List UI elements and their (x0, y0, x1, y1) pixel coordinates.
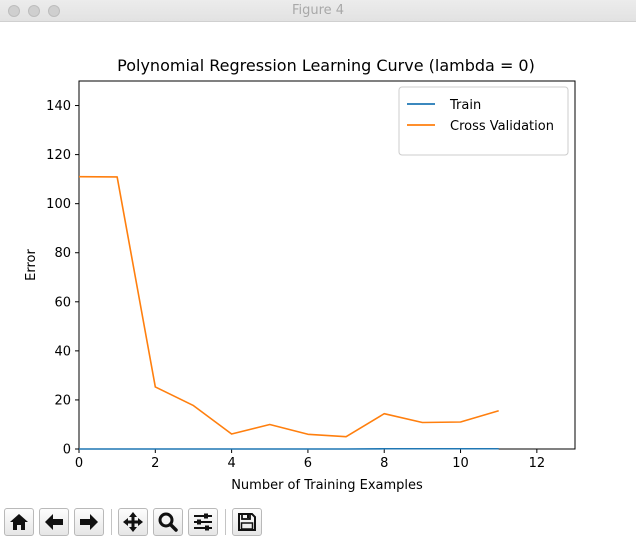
toolbar-separator (111, 509, 112, 535)
legend-box (398, 86, 569, 156)
back-button[interactable] (39, 508, 69, 536)
y-tick-label: 80 (54, 246, 71, 261)
y-tick-label: 60 (54, 295, 71, 310)
chart-title: Polynomial Regression Learning Curve (la… (117, 56, 535, 75)
magnifier-icon (158, 512, 178, 532)
configure-subplots-button[interactable] (188, 508, 218, 536)
series-line-cross-validation (78, 175, 499, 438)
home-icon (10, 514, 28, 530)
arrow-right-icon (80, 514, 98, 530)
y-tick-label: 120 (46, 148, 71, 163)
y-tick-label: 0 (63, 443, 71, 458)
x-tick-label: 6 (304, 456, 312, 471)
pan-button[interactable] (118, 508, 148, 536)
toolbar-separator (225, 509, 226, 535)
series-lines (78, 175, 499, 450)
floppy-disk-icon (238, 513, 256, 531)
y-tick-label: 100 (46, 197, 71, 212)
x-tick-label: 0 (75, 456, 83, 471)
zoom-button[interactable] (153, 508, 183, 536)
x-tick-label: 2 (151, 456, 159, 471)
sliders-icon (194, 513, 212, 531)
window-title: Figure 4 (291, 3, 345, 18)
y-axis-ticks: 0 20 40 60 80 100 120 140 (46, 99, 79, 458)
figure-canvas: Polynomial Regression Learning Curve (la… (24, 56, 576, 493)
minimize-window-button[interactable] (28, 5, 40, 17)
x-tick-label: 10 (452, 456, 469, 471)
x-axis-label: Number of Training Examples (231, 478, 423, 493)
navigation-toolbar (4, 506, 267, 538)
arrow-left-icon (45, 514, 63, 530)
y-tick-label: 20 (54, 393, 71, 408)
forward-button[interactable] (74, 508, 104, 536)
move-icon (123, 512, 143, 532)
legend-label: Cross Validation (450, 119, 554, 134)
x-tick-label: 4 (227, 456, 235, 471)
zoom-window-button[interactable] (48, 5, 60, 17)
close-window-button[interactable] (8, 5, 20, 17)
y-axis-label: Error (24, 249, 39, 281)
legend: Train Cross Validation (398, 86, 569, 156)
x-tick-label: 12 (529, 456, 546, 471)
y-tick-label: 40 (54, 344, 71, 359)
y-tick-label: 140 (46, 99, 71, 114)
x-axis-ticks: 0 2 4 6 8 10 12 (75, 449, 545, 471)
home-button[interactable] (4, 508, 34, 536)
window-titlebar: Figure 4 (0, 0, 636, 22)
x-tick-label: 8 (380, 456, 388, 471)
legend-label: Train (449, 98, 481, 113)
save-button[interactable] (232, 508, 262, 536)
